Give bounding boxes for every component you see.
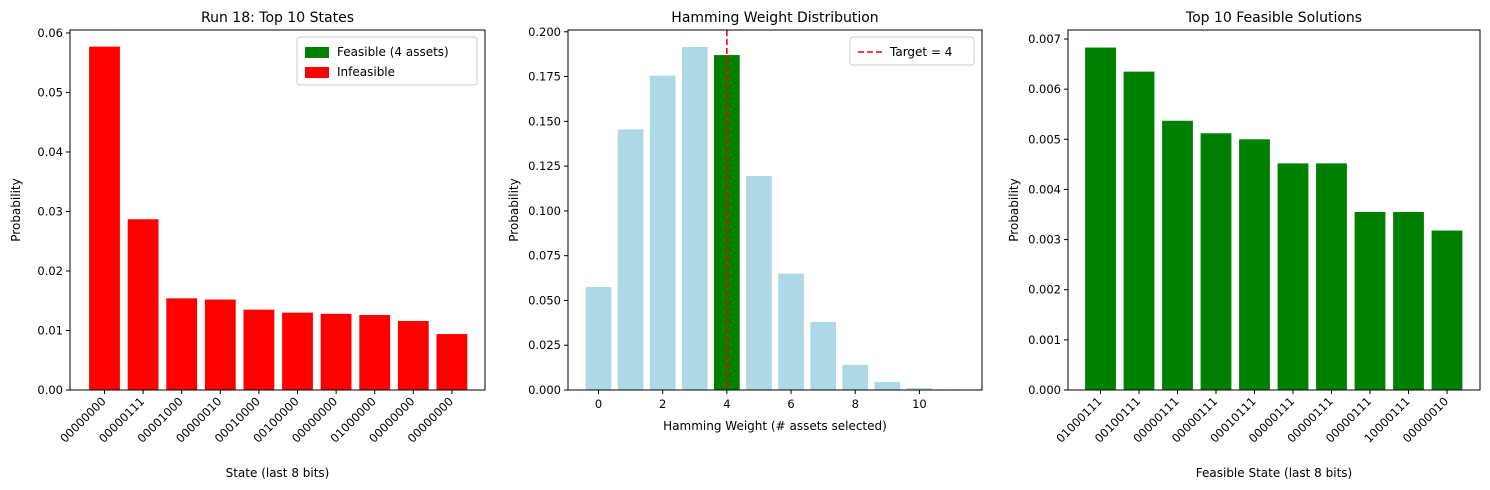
chart1-bar	[89, 46, 120, 390]
chart2-ytick-label: 0.075	[528, 249, 561, 263]
chart2-ytick-label: 0.050	[528, 293, 561, 307]
chart1-ytick-label: 0.02	[37, 264, 63, 278]
chart3-bar	[1123, 71, 1155, 390]
chart1-legend-box	[296, 36, 478, 86]
chart1-axes-frame	[69, 29, 486, 391]
chart2-ytick-label: 0.150	[528, 114, 561, 128]
chart2-bar	[681, 47, 708, 391]
chart1-bar	[243, 309, 275, 390]
chart3-ytick-label: 0.001	[1028, 333, 1061, 347]
chart1-ytick-label: 0.04	[37, 145, 63, 159]
chart1-bar	[359, 315, 391, 390]
chart2-ylabel: Probability	[507, 178, 521, 241]
chart3-bar	[1316, 163, 1347, 390]
chart3-bar	[1085, 47, 1116, 391]
chart3-ytick-label: 0.006	[1028, 82, 1061, 96]
chart3-ytick-label: 0.003	[1028, 233, 1061, 247]
chart1-bar	[127, 219, 159, 390]
chart2-bar	[874, 381, 901, 390]
chart3-bar	[1354, 212, 1386, 390]
chart2-axes-frame	[567, 29, 983, 391]
chart2-ytick-label: 0.125	[528, 159, 561, 173]
chart3-bar	[1431, 230, 1463, 390]
chart1-xlabel: State (last 8 bits)	[226, 466, 330, 480]
chart2-bar	[746, 175, 772, 390]
chart3-ytick-label: 0.000	[1028, 383, 1061, 397]
chart2-bar	[778, 273, 804, 390]
chart1-bar	[320, 313, 352, 390]
chart3-ytick-label: 0.002	[1028, 283, 1061, 297]
chart2-xtick-label: 8	[852, 397, 859, 411]
chart3-ytick-label: 0.004	[1028, 182, 1061, 196]
chart2-bar	[585, 287, 612, 390]
chart2-ytick-label: 0.025	[528, 338, 561, 352]
chart1-ytick-label: 0.06	[37, 26, 63, 40]
chart1-ytick-label: 0.03	[37, 204, 63, 218]
chart1-bar	[436, 334, 468, 390]
chart2-xtick-label: 2	[659, 397, 666, 411]
chart2-legend-label: Target = 4	[889, 45, 952, 59]
chart1-legend-label: Feasible (4 assets)	[337, 45, 449, 59]
chart2-bar	[617, 129, 644, 390]
chart1-ylabel: Probability	[9, 178, 23, 241]
chart2-legend-box	[849, 36, 975, 66]
chart1-bar	[282, 312, 313, 390]
chart1-legend-swatch	[305, 67, 329, 78]
chart3-axes-frame	[1067, 29, 1481, 391]
chart2-ytick-label: 0.100	[528, 204, 561, 218]
chart3-ytick-label: 0.005	[1028, 132, 1061, 146]
chart2-ytick-label: 0.200	[528, 25, 561, 39]
chart3-title: Top 10 Feasible Solutions	[1185, 10, 1362, 26]
chart3-bar	[1239, 139, 1270, 390]
chart1-title: Run 18: Top 10 States	[201, 10, 354, 26]
chart2-xtick-label: 0	[595, 397, 602, 411]
chart3-xlabel: Feasible State (last 8 bits)	[1196, 466, 1352, 480]
chart1-ytick-label: 0.01	[37, 323, 63, 337]
chart2-bar	[842, 364, 869, 390]
chart3-bar	[1162, 120, 1193, 391]
chart1-bar	[204, 299, 236, 390]
chart2-xlabel: Hamming Weight (# assets selected)	[663, 419, 887, 433]
chart2-xtick-label: 4	[723, 397, 730, 411]
chart2-bar	[810, 321, 836, 390]
chart3-bar	[1393, 212, 1424, 390]
chart2-ytick-label: 0.175	[528, 70, 561, 84]
chart1-legend-swatch	[305, 47, 329, 58]
chart3-bar	[1277, 163, 1309, 390]
chart3-ytick-label: 0.007	[1028, 32, 1061, 46]
chart3-bar	[1200, 133, 1232, 390]
chart2-bar	[906, 388, 933, 390]
chart2-xtick-label: 6	[787, 397, 794, 411]
chart1-bar	[397, 320, 429, 390]
chart2-title: Hamming Weight Distribution	[671, 10, 878, 26]
chart3-ylabel: Probability	[1007, 178, 1021, 241]
chart2-bar	[649, 75, 676, 391]
chart1-ytick-label: 0.05	[37, 85, 63, 99]
chart1-ytick-label: 0.00	[37, 383, 63, 397]
chart1-legend-label: Infeasible	[337, 65, 395, 79]
chart2-ytick-label: 0.000	[528, 383, 561, 397]
chart2-xtick-label: 10	[912, 397, 927, 411]
chart1-bar	[166, 298, 198, 390]
